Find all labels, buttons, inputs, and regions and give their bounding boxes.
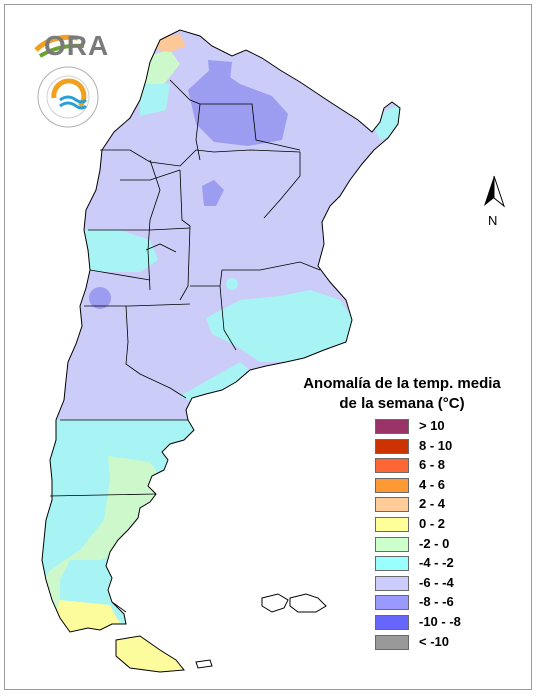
region-minus8-minus6-cordoba — [202, 180, 224, 206]
logo-swoosh-orange — [34, 34, 79, 52]
legend-swatch — [375, 634, 409, 650]
north-arrow-icon — [484, 175, 506, 208]
argentina-map — [41, 29, 401, 673]
legend-swatch — [375, 614, 409, 630]
legend-swatch — [375, 419, 409, 434]
legend-label: -6 - -4 — [419, 574, 454, 590]
region-minus8-minus6-neuquen — [89, 287, 111, 309]
tierra-del-fuego — [115, 635, 185, 673]
region-minus4-minus2-cuyo — [70, 230, 158, 272]
malvinas-islands — [261, 593, 327, 613]
smn-seal-logo — [37, 66, 99, 128]
region-minus4-minus2-dot — [226, 278, 238, 290]
legend-label: 0 - 2 — [419, 515, 446, 531]
legend-label: 4 - 6 — [419, 476, 446, 492]
region-minus8-minus6-chaco — [188, 66, 288, 146]
legend-swatch — [375, 438, 409, 454]
ora-logo-text: ORA — [44, 30, 110, 61]
legend-label: 2 - 4 — [419, 496, 446, 512]
country-outline — [41, 29, 401, 633]
ora-logo — [34, 34, 85, 58]
region-minus8-minus6-north — [208, 60, 232, 82]
legend-label: -8 - -6 — [419, 594, 454, 610]
logo-swoosh-green — [38, 43, 85, 58]
region-minus4-minus2-northwest — [140, 80, 170, 116]
legend-swatch — [375, 458, 409, 474]
legend-swatch — [375, 536, 409, 552]
tierra-del-fuego-small-isle — [195, 659, 213, 669]
region-minus4-minus2-coast — [180, 362, 252, 404]
legend-title-line-2: de la semana (°C) — [339, 395, 465, 412]
legend-label: < -10 — [419, 633, 449, 649]
province-boundaries — [49, 79, 321, 613]
legend-label: -4 - -2 — [419, 555, 454, 571]
legend-title: Anomalía de la temp. media de la semana … — [282, 374, 522, 414]
region-minus2-0-patagonia — [42, 456, 170, 632]
legend-label: 6 - 8 — [419, 457, 446, 473]
legend-title-line-1: Anomalía de la temp. media — [303, 375, 501, 392]
legend-label: > 10 — [419, 418, 445, 433]
region-minus4-minus2-buenos-aires — [206, 290, 360, 362]
legend-swatch — [375, 477, 409, 493]
legend-swatch — [375, 595, 409, 611]
legend-label: -10 - -8 — [419, 613, 461, 629]
north-label: N — [488, 213, 498, 228]
legend-swatch — [375, 497, 409, 513]
legend-swatch — [375, 575, 409, 591]
legend-label: -2 - 0 — [419, 535, 450, 551]
legend-label: 8 - 10 — [419, 437, 453, 453]
legend-swatch — [375, 516, 409, 532]
legend-swatch — [375, 556, 409, 572]
region-minus2-0-jujuy — [146, 50, 180, 84]
